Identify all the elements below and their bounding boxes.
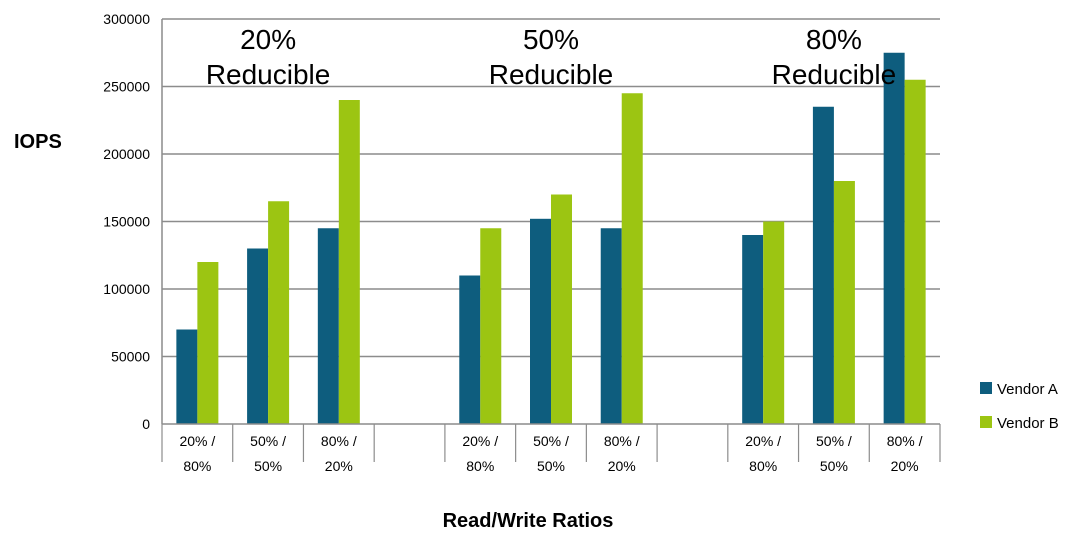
x-tick-label: 80% (183, 458, 211, 474)
group-label-line1: 20% (240, 24, 296, 55)
bar-vendor-b (197, 262, 219, 424)
x-tick-label: 20% / (462, 433, 498, 449)
x-tick-label: 80% / (321, 433, 357, 449)
x-tick-label: 50% (537, 458, 565, 474)
legend: Vendor A Vendor B (980, 381, 1059, 432)
x-axis-title: Read/Write Ratios (443, 510, 614, 532)
y-tick-label: 0 (142, 416, 150, 432)
bars (176, 52, 926, 424)
x-tick-label: 50% (820, 458, 848, 474)
labels: 0 50000 100000 150000 200000 250000 300000 20% R… (103, 11, 922, 474)
bar-vendor-b (763, 221, 785, 424)
group-label-line1: 50% (523, 24, 579, 55)
y-tick-label: 100000 (103, 281, 150, 297)
x-tick-label: 50% / (816, 433, 852, 449)
y-axis-title: IOPS (14, 131, 62, 153)
x-tick-label: 20% / (745, 433, 781, 449)
legend-swatch (980, 416, 992, 428)
x-tick-label: 20% (891, 458, 919, 474)
legend-label: Vendor B (997, 415, 1059, 432)
bar-vendor-b (268, 201, 290, 424)
bar-vendor-b (338, 100, 360, 424)
legend-swatch (980, 382, 992, 394)
y-tick-label: 200000 (103, 146, 150, 162)
bar-vendor-a (176, 329, 198, 424)
y-tick-label: 300000 (103, 11, 150, 27)
x-tick-label: 80% (466, 458, 494, 474)
group-label-line1: 80% (806, 24, 862, 55)
x-tick-label: 80% / (604, 433, 640, 449)
bar-vendor-b (833, 181, 855, 424)
x-tick-label: 20% (608, 458, 636, 474)
x-tick-label: 20% / (179, 433, 215, 449)
x-tick-label: 50% / (533, 433, 569, 449)
bar-vendor-a (883, 52, 905, 424)
bar-vendor-b (480, 228, 502, 424)
bar-vendor-b (621, 93, 643, 424)
axes (161, 19, 941, 462)
group-label-line2: Reducible (772, 59, 897, 90)
legend-label: Vendor A (997, 381, 1058, 398)
bar-vendor-a (247, 248, 269, 424)
bar-vendor-b (904, 79, 926, 424)
bar-vendor-a (317, 228, 339, 424)
x-tick-label: 50% (254, 458, 282, 474)
x-tick-label: 20% (325, 458, 353, 474)
x-tick-label: 50% / (250, 433, 286, 449)
bar-vendor-a (600, 228, 622, 424)
x-tick-label: 80% (749, 458, 777, 474)
y-tick-label: 150000 (103, 214, 150, 230)
x-tick-label: 80% / (887, 433, 923, 449)
bar-vendor-a (742, 235, 764, 424)
bar-vendor-b (551, 194, 572, 424)
y-tick-label: 250000 (103, 79, 150, 95)
group-label-line2: Reducible (206, 59, 331, 90)
bar-vendor-a (459, 275, 481, 424)
bar-vendor-a (530, 218, 551, 424)
bar-vendor-a (812, 106, 834, 424)
group-label-line2: Reducible (489, 59, 614, 90)
y-tick-label: 50000 (111, 349, 150, 365)
